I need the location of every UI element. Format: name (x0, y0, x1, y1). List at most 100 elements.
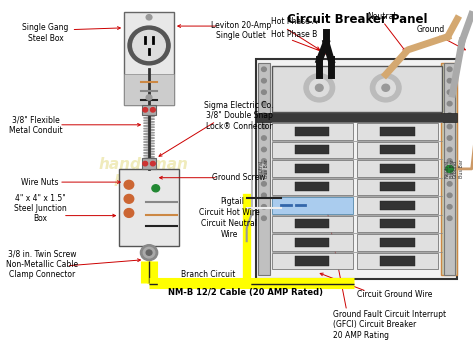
Bar (119, 169, 179, 246)
Bar (380, 256, 415, 266)
Bar (272, 160, 353, 177)
Bar (256, 59, 457, 279)
Circle shape (146, 95, 152, 100)
Circle shape (262, 90, 266, 95)
Bar (295, 164, 329, 173)
Bar (272, 123, 353, 140)
Text: 3/8 in. Twin Screw
Non-Metallic Cable
Clamp Connector: 3/8 in. Twin Screw Non-Metallic Cable Cl… (6, 249, 78, 279)
Circle shape (262, 101, 266, 106)
Bar (295, 145, 329, 154)
Circle shape (124, 208, 134, 217)
Circle shape (143, 108, 147, 112)
Circle shape (262, 205, 266, 209)
Circle shape (124, 194, 134, 203)
Text: Wire Nuts: Wire Nuts (21, 177, 59, 187)
Bar (357, 160, 438, 177)
Circle shape (316, 84, 323, 91)
Bar (380, 127, 415, 136)
Circle shape (370, 74, 401, 102)
Text: NM-B 12/2 Cable (20 AMP Rated): NM-B 12/2 Cable (20 AMP Rated) (168, 288, 323, 297)
Circle shape (447, 216, 452, 220)
Text: Ground Fault Circuit Interrupt
(GFCI) Circuit Breaker
20 AMP Rating: Ground Fault Circuit Interrupt (GFCI) Ci… (333, 310, 446, 340)
Text: Branch Circuit: Branch Circuit (181, 270, 236, 279)
Circle shape (447, 67, 452, 71)
Bar (272, 141, 353, 158)
Circle shape (447, 182, 452, 186)
Text: Hot Phase A: Hot Phase A (271, 17, 317, 26)
Circle shape (262, 182, 266, 186)
Bar (124, 74, 174, 104)
Circle shape (150, 162, 155, 166)
Bar (380, 201, 415, 210)
Circle shape (128, 26, 170, 65)
Bar (142, 104, 156, 115)
Circle shape (152, 185, 160, 192)
Circle shape (447, 193, 452, 198)
Bar (357, 123, 438, 140)
Bar (272, 234, 353, 251)
Text: Neutral
Bus Bar: Neutral Bus Bar (444, 159, 455, 178)
Text: Circuit Neutral
Wire: Circuit Neutral Wire (201, 219, 257, 239)
Circle shape (262, 147, 266, 152)
Circle shape (262, 124, 266, 129)
Bar (272, 178, 353, 195)
Bar (380, 182, 415, 191)
Circle shape (146, 15, 152, 20)
Circle shape (262, 67, 266, 71)
Bar (272, 253, 353, 269)
Text: Ground: Ground (417, 25, 446, 34)
Text: Neutral: Neutral (367, 12, 395, 21)
Circle shape (146, 250, 152, 255)
Circle shape (447, 90, 452, 95)
Text: Pigtail: Pigtail (220, 197, 244, 206)
Bar (272, 216, 353, 232)
Bar (357, 141, 438, 158)
Circle shape (262, 79, 266, 83)
Bar (295, 219, 329, 228)
Text: handyman
how to: handyman how to (99, 157, 188, 189)
Bar (357, 234, 438, 251)
Bar (357, 253, 438, 269)
Circle shape (262, 136, 266, 140)
Circle shape (143, 247, 155, 258)
Bar (444, 63, 456, 275)
Circle shape (447, 79, 452, 83)
Bar (295, 127, 329, 136)
Bar (380, 219, 415, 228)
Text: Ground Screw: Ground Screw (212, 173, 266, 182)
Text: Ground
Bus Bar: Ground Bus Bar (453, 159, 464, 178)
Text: Neutral
Bus Bar: Neutral Bus Bar (258, 159, 269, 178)
Text: Leviton 20-Amp
Single Outlet: Leviton 20-Amp Single Outlet (211, 21, 271, 40)
Circle shape (133, 31, 165, 61)
Circle shape (447, 101, 452, 106)
Bar (124, 12, 174, 104)
Bar (272, 66, 442, 112)
Bar (295, 182, 329, 191)
Bar (272, 197, 353, 214)
Circle shape (262, 159, 266, 163)
Circle shape (262, 216, 266, 220)
Bar (357, 197, 438, 214)
Circle shape (310, 79, 329, 97)
Circle shape (447, 170, 452, 175)
Circle shape (262, 113, 266, 117)
Bar (380, 238, 415, 247)
Bar (258, 63, 270, 275)
Bar (357, 178, 438, 195)
Circle shape (447, 205, 452, 209)
Circle shape (447, 147, 452, 152)
Circle shape (447, 113, 452, 117)
Text: Sigma Electric Co.
3/8" Double Snap
Lock® Connector: Sigma Electric Co. 3/8" Double Snap Lock… (204, 101, 273, 131)
Circle shape (447, 159, 452, 163)
Text: Hot Phase B: Hot Phase B (271, 30, 317, 38)
Circle shape (262, 193, 266, 198)
Text: Single Gang
Steel Box: Single Gang Steel Box (22, 23, 69, 43)
Circle shape (447, 136, 452, 140)
Circle shape (143, 162, 147, 166)
Circle shape (376, 79, 395, 97)
Circle shape (150, 108, 155, 112)
Bar (380, 164, 415, 173)
Circle shape (304, 74, 335, 102)
Bar (142, 158, 156, 169)
Text: Circuit Breaker Panel: Circuit Breaker Panel (286, 13, 427, 26)
